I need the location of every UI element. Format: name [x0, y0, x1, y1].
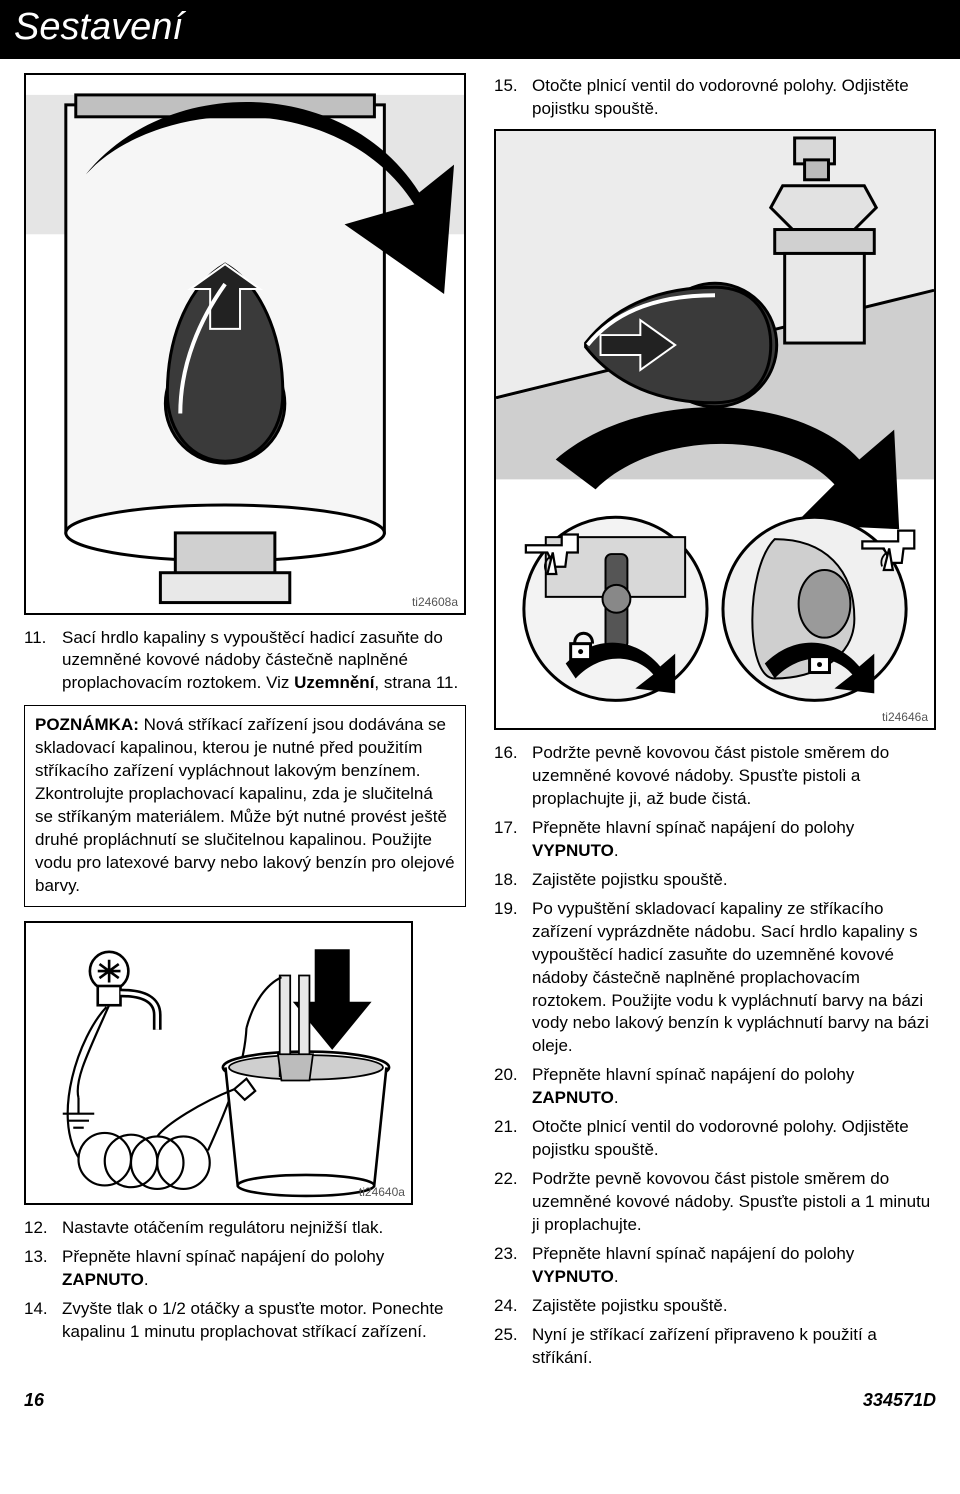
left-column: ti24608a 11. Sací hrdlo kapaliny s vypou…	[24, 73, 466, 1376]
figure-label: ti24640a	[359, 1185, 405, 1199]
step-text: Sací hrdlo kapaliny s vypouštěcí hadicí …	[62, 627, 466, 696]
step-number: 14.	[24, 1298, 62, 1344]
step-number: 19.	[494, 898, 532, 1059]
step-text: Otočte plnicí ventil do vodorovné polohy…	[532, 75, 936, 121]
step-text: Otočte plnicí ventil do vodorovné polohy…	[532, 1116, 936, 1162]
figure-label: ti24608a	[412, 595, 458, 609]
page-footer: 16 334571D	[0, 1386, 960, 1421]
step-text: Přepněte hlavní spínač napájení do poloh…	[532, 1243, 936, 1289]
note-lead: POZNÁMKA:	[35, 715, 139, 734]
step-number: 11.	[24, 627, 62, 696]
step-17: 17. Přepněte hlavní spínač napájení do p…	[494, 817, 936, 863]
step-number: 13.	[24, 1246, 62, 1292]
step-number: 21.	[494, 1116, 532, 1162]
step-number: 22.	[494, 1168, 532, 1237]
step-number: 18.	[494, 869, 532, 892]
step-14: 14. Zvyšte tlak o 1/2 otáčky a spusťte m…	[24, 1298, 466, 1344]
step-text: Po vypuštění skladovací kapaliny ze stří…	[532, 898, 936, 1059]
step-number: 16.	[494, 742, 532, 811]
step-text: Zajistěte pojistku spouště.	[532, 869, 936, 892]
step-19: 19. Po vypuštění skladovací kapaliny ze …	[494, 898, 936, 1059]
step-23: 23. Přepněte hlavní spínač napájení do p…	[494, 1243, 936, 1289]
section-title: Sestavení	[14, 6, 183, 48]
step-22: 22. Podržte pevně kovovou část pistole s…	[494, 1168, 936, 1237]
step-number: 15.	[494, 75, 532, 121]
step-number: 12.	[24, 1217, 62, 1240]
step-text: Zvyšte tlak o 1/2 otáčky a spusťte motor…	[62, 1298, 466, 1344]
step-text: Přepněte hlavní spínač napájení do poloh…	[532, 1064, 936, 1110]
step-text: Podržte pevně kovovou část pistole směre…	[532, 1168, 936, 1237]
step-21: 21. Otočte plnicí ventil do vodorovné po…	[494, 1116, 936, 1162]
section-banner: Sestavení	[0, 0, 960, 59]
step-text: Přepněte hlavní spínač napájení do poloh…	[532, 817, 936, 863]
step-number: 17.	[494, 817, 532, 863]
step-text: Zajistěte pojistku spouště.	[532, 1295, 936, 1318]
step-text: Přepněte hlavní spínač napájení do poloh…	[62, 1246, 466, 1292]
step-25: 25. Nyní je stříkací zařízení připraveno…	[494, 1324, 936, 1370]
step-number: 25.	[494, 1324, 532, 1370]
step-number: 20.	[494, 1064, 532, 1110]
step-number: 23.	[494, 1243, 532, 1289]
figure-label: ti24646a	[882, 710, 928, 724]
step-12: 12. Nastavte otáčením regulátoru nejnižš…	[24, 1217, 466, 1240]
step-24: 24. Zajistěte pojistku spouště.	[494, 1295, 936, 1318]
step-text: Nyní je stříkací zařízení připraveno k p…	[532, 1324, 936, 1370]
figure-valve-vertical: ti24608a	[24, 73, 466, 615]
step-text: Podržte pevně kovovou část pistole směre…	[532, 742, 936, 811]
figure-valve-horizontal: ti24646a	[494, 129, 936, 730]
step-13: 13. Přepněte hlavní spínač napájení do p…	[24, 1246, 466, 1292]
step-number: 24.	[494, 1295, 532, 1318]
step-11: 11. Sací hrdlo kapaliny s vypouštěcí had…	[24, 627, 466, 696]
figure-grounding-pail: ti24640a	[24, 921, 413, 1205]
right-column: 15. Otočte plnicí ventil do vodorovné po…	[494, 73, 936, 1376]
step-20: 20. Přepněte hlavní spínač napájení do p…	[494, 1064, 936, 1110]
step-18: 18. Zajistěte pojistku spouště.	[494, 869, 936, 892]
note-box: POZNÁMKA: Nová stříkací zařízení jsou do…	[24, 705, 466, 907]
step-16: 16. Podržte pevně kovovou část pistole s…	[494, 742, 936, 811]
step-text: Nastavte otáčením regulátoru nejnižší tl…	[62, 1217, 466, 1240]
step-15: 15. Otočte plnicí ventil do vodorovné po…	[494, 75, 936, 121]
doc-number: 334571D	[863, 1390, 936, 1411]
page-number: 16	[24, 1390, 44, 1411]
note-body: Nová stříkací zařízení jsou dodávána se …	[35, 715, 455, 895]
